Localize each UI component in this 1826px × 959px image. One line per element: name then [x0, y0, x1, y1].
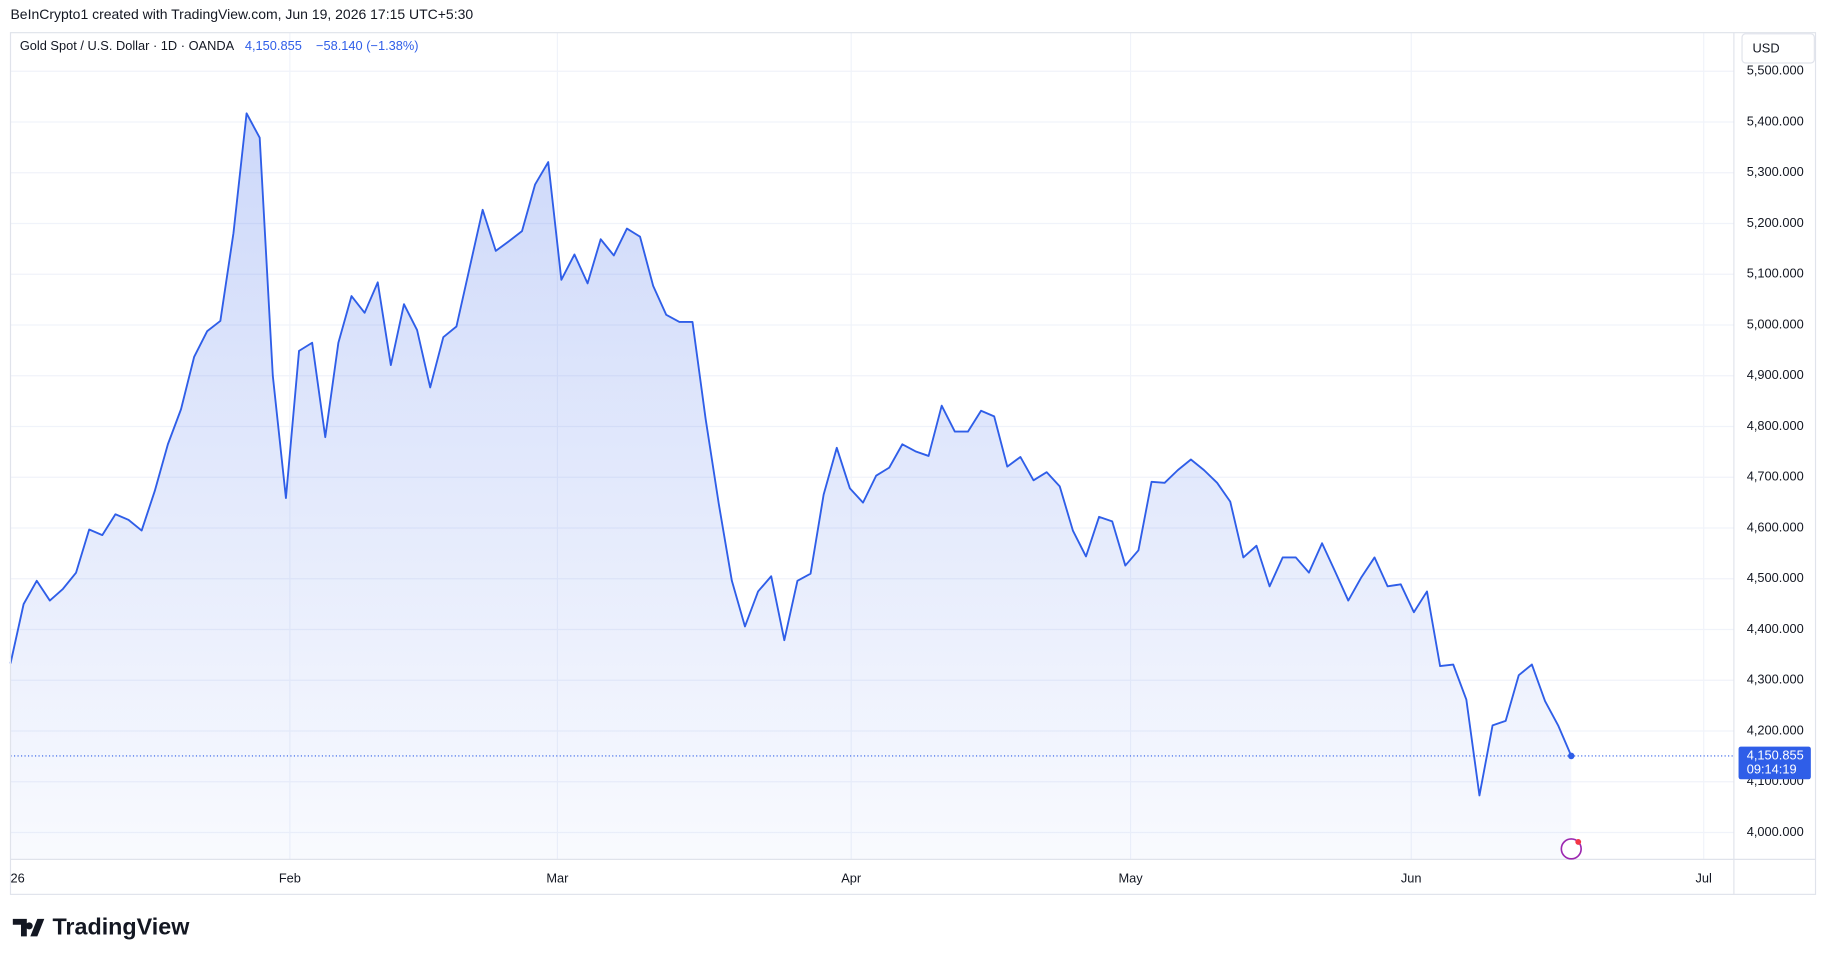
y-tick-label: 4,000.000	[1747, 824, 1804, 839]
last-price-box	[1738, 746, 1811, 780]
x-tick-label: 26	[10, 871, 24, 886]
price: 4,150.855	[245, 38, 302, 53]
last-point	[1567, 752, 1575, 760]
price-line	[9, 112, 1573, 797]
y-tick-label: 5,400.000	[1747, 113, 1804, 128]
y-tick-label: 4,700.000	[1747, 469, 1804, 484]
logo-icon	[12, 918, 45, 937]
last-price-label: 4,150.855	[1747, 747, 1804, 762]
y-tick-label: 5,200.000	[1747, 215, 1804, 230]
x-tick-label: Mar	[546, 871, 569, 886]
credit: BeInCrypto1 created with TradingView.com…	[10, 6, 473, 22]
y-tick-label: 4,600.000	[1747, 519, 1804, 534]
y-tick-label: 5,000.000	[1747, 316, 1804, 331]
area-fill	[10, 113, 1572, 860]
chart-title: Gold Spot / U.S. Dollar · 1D · OANDA	[20, 38, 235, 53]
y-tick-label: 4,400.000	[1747, 621, 1804, 636]
y-tick-label: 4,800.000	[1747, 418, 1804, 433]
y-tick-label: 5,100.000	[1747, 266, 1804, 281]
logo-text: TradingView	[52, 913, 190, 939]
logo: TradingView	[12, 913, 190, 939]
currency-box[interactable]	[1741, 33, 1815, 64]
y-tick-label: 4,200.000	[1747, 722, 1804, 737]
currency[interactable]: USD	[1753, 40, 1780, 55]
x-tick-label: Jun	[1401, 871, 1422, 886]
chart-frame	[9, 32, 1817, 895]
y-tick-label: 4,300.000	[1747, 672, 1804, 687]
x-tick-label: May	[1118, 871, 1143, 886]
x-tick-label: Jul	[1696, 871, 1712, 886]
x-tick-label: Feb	[279, 871, 301, 886]
change: −58.140 (−1.38%)	[316, 38, 419, 53]
y-tick-label: 4,900.000	[1747, 367, 1804, 382]
alert-dot	[1575, 838, 1582, 845]
y-tick-label: 5,300.000	[1747, 164, 1804, 179]
y-tick-label: 4,500.000	[1747, 570, 1804, 585]
y-tick-label: 5,500.000	[1747, 63, 1804, 78]
x-tick-label: Apr	[841, 871, 862, 886]
countdown: 09:14:19	[1747, 761, 1797, 776]
plot	[9, 112, 1734, 860]
